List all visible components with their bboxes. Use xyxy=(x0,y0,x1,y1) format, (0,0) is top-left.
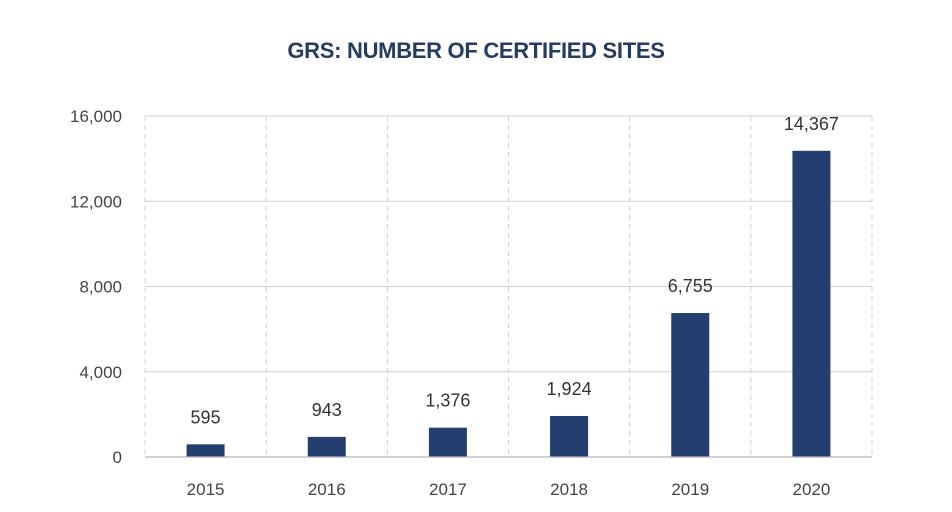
y-tick-label: 16,000 xyxy=(70,107,122,126)
y-tick-label: 4,000 xyxy=(79,363,122,382)
chart-title: GRS: NUMBER OF CERTIFIED SITES xyxy=(287,38,665,63)
x-tick-label-2018: 2018 xyxy=(550,480,588,499)
bar-2019 xyxy=(671,313,710,457)
x-tick-label-2020: 2020 xyxy=(793,480,831,499)
y-tick-label: 0 xyxy=(113,448,122,467)
bar-2017 xyxy=(428,427,467,457)
x-tick-label-2017: 2017 xyxy=(429,480,467,499)
y-tick-label: 8,000 xyxy=(79,278,122,297)
bar-2015 xyxy=(186,444,225,457)
data-label-2020: 14,367 xyxy=(784,114,839,134)
bar-2020 xyxy=(792,150,831,457)
x-tick-label-2019: 2019 xyxy=(671,480,709,499)
data-label-2015: 595 xyxy=(191,407,221,427)
y-tick-label: 12,000 xyxy=(70,192,122,211)
data-label-2018: 1,924 xyxy=(547,379,592,399)
data-label-2016: 943 xyxy=(312,400,342,420)
bar-2016 xyxy=(307,436,346,457)
data-label-2017: 1,376 xyxy=(425,391,470,411)
x-tick-label-2016: 2016 xyxy=(308,480,346,499)
x-tick-label-2015: 2015 xyxy=(187,480,225,499)
data-label-2019: 6,755 xyxy=(668,276,713,296)
bar-2018 xyxy=(550,415,589,457)
